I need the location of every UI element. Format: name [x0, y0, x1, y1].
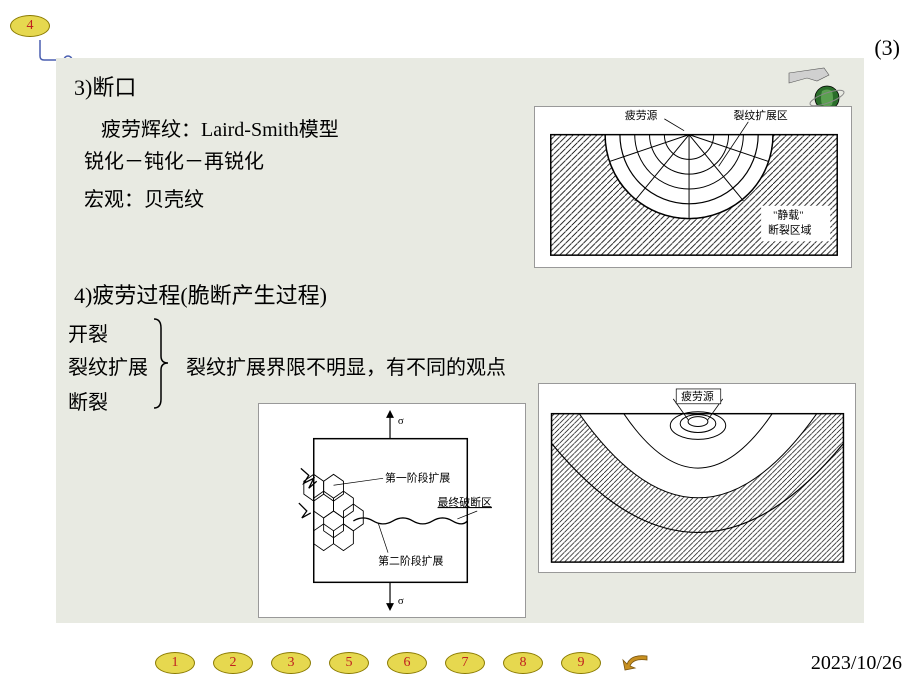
section4-item2-note: 裂纹扩展界限不明显，有不同的观点: [186, 351, 506, 380]
diag2-label3: 第二阶段扩展: [378, 553, 443, 567]
page-indicator: (3): [874, 35, 900, 61]
fracture-surface-diagram: 疲劳源 裂纹扩展区 "静载" 断裂区域: [534, 106, 852, 268]
diag3-label1: 疲劳源: [681, 389, 714, 403]
date-label: 2023/10/26: [811, 652, 902, 675]
diag1-label3: "静载": [773, 208, 804, 222]
diag2-label1: 第一阶段扩展: [385, 470, 450, 484]
section3-line3: 宏观：贝壳纹: [84, 183, 204, 212]
section3-line1: 疲劳辉纹：Laird-Smith模型: [101, 113, 339, 142]
diag1-label2: 裂纹扩展区: [733, 108, 787, 122]
nav-button-3[interactable]: 3: [271, 652, 311, 674]
diag2-sigma-bottom: σ: [398, 595, 404, 607]
section4-heading: 4)疲劳过程(脆断产生过程): [74, 278, 327, 310]
nav-button-7[interactable]: 7: [445, 652, 485, 674]
section3-line2: 锐化－钝化－再锐化: [84, 145, 264, 174]
section3-heading: 3)断口: [74, 70, 136, 102]
section4-item2: 裂纹扩展: [68, 351, 148, 380]
diag1-label1: 疲劳源: [625, 108, 658, 122]
nav-buttons-group: 1 2 3 5 6 7 8 9: [155, 652, 601, 674]
diag2-sigma-top: σ: [398, 415, 404, 427]
back-icon[interactable]: [621, 652, 651, 674]
top-slide-marker: 4: [10, 15, 50, 37]
nav-button-5[interactable]: 5: [329, 652, 369, 674]
slide-content: 3)断口 疲劳辉纹：Laird-Smith模型 锐化－钝化－再锐化 宏观：贝壳纹…: [56, 58, 864, 623]
slide-number-badge: 4: [10, 15, 50, 37]
nav-button-2[interactable]: 2: [213, 652, 253, 674]
diag1-label4: 断裂区域: [768, 222, 812, 236]
items-bracket: [151, 316, 171, 411]
nav-button-6[interactable]: 6: [387, 652, 427, 674]
section4-item1: 开裂: [68, 318, 108, 347]
section4-item3: 断裂: [68, 386, 108, 415]
bottom-nav: 1 2 3 5 6 7 8 9 2023/10/26: [0, 648, 920, 678]
nav-button-9[interactable]: 9: [561, 652, 601, 674]
beach-marks-diagram: 疲劳源: [538, 383, 856, 573]
diag2-label2: 最终破断区: [438, 495, 492, 509]
nav-button-8[interactable]: 8: [503, 652, 543, 674]
nav-button-1[interactable]: 1: [155, 652, 195, 674]
crack-stages-diagram: σ σ 第一阶段扩展 最终破断区 第二阶段扩展: [258, 403, 526, 618]
